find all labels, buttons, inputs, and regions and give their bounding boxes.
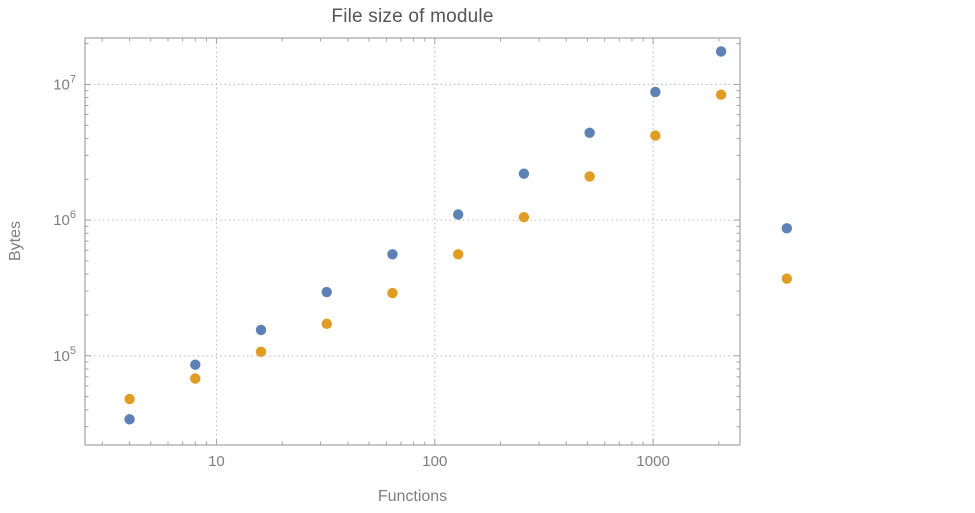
data-point-orange-series bbox=[781, 273, 793, 284]
data-point-orange-series bbox=[518, 212, 530, 223]
x-tick-label: 100 bbox=[422, 453, 447, 470]
data-point-blue-series bbox=[387, 249, 398, 260]
chart-title: File size of module bbox=[331, 6, 494, 27]
data-point-blue-series bbox=[255, 324, 267, 336]
y-tick-label: 107 bbox=[53, 73, 76, 93]
data-point-blue-series bbox=[190, 359, 201, 370]
y-tick-label: 105 bbox=[53, 345, 76, 365]
data-point-orange-series bbox=[124, 393, 135, 405]
x-tick-label: 1000 bbox=[636, 453, 669, 470]
data-point-orange-series bbox=[452, 249, 464, 260]
data-point-orange-series bbox=[650, 130, 661, 141]
data-point-blue-series bbox=[321, 286, 332, 298]
data-point-orange-series bbox=[190, 373, 201, 384]
data-point-blue-series bbox=[452, 209, 464, 220]
y-tick-label: 106 bbox=[53, 209, 76, 229]
data-point-blue-series bbox=[124, 414, 135, 425]
x-axis-label: Functions bbox=[377, 488, 448, 505]
data-point-orange-series bbox=[715, 89, 727, 100]
data-point-orange-series bbox=[387, 287, 398, 299]
x-tick-label: 10 bbox=[208, 453, 225, 470]
data-point-blue-series bbox=[781, 223, 793, 234]
data-point-blue-series bbox=[650, 86, 661, 98]
data-point-blue-series bbox=[518, 168, 530, 179]
data-point-blue-series bbox=[715, 46, 727, 57]
data-point-blue-series bbox=[584, 127, 595, 139]
data-point-orange-series bbox=[584, 171, 595, 182]
plot-frame bbox=[84, 37, 741, 446]
data-point-orange-series bbox=[255, 346, 267, 358]
data-point-orange-series bbox=[321, 318, 332, 330]
